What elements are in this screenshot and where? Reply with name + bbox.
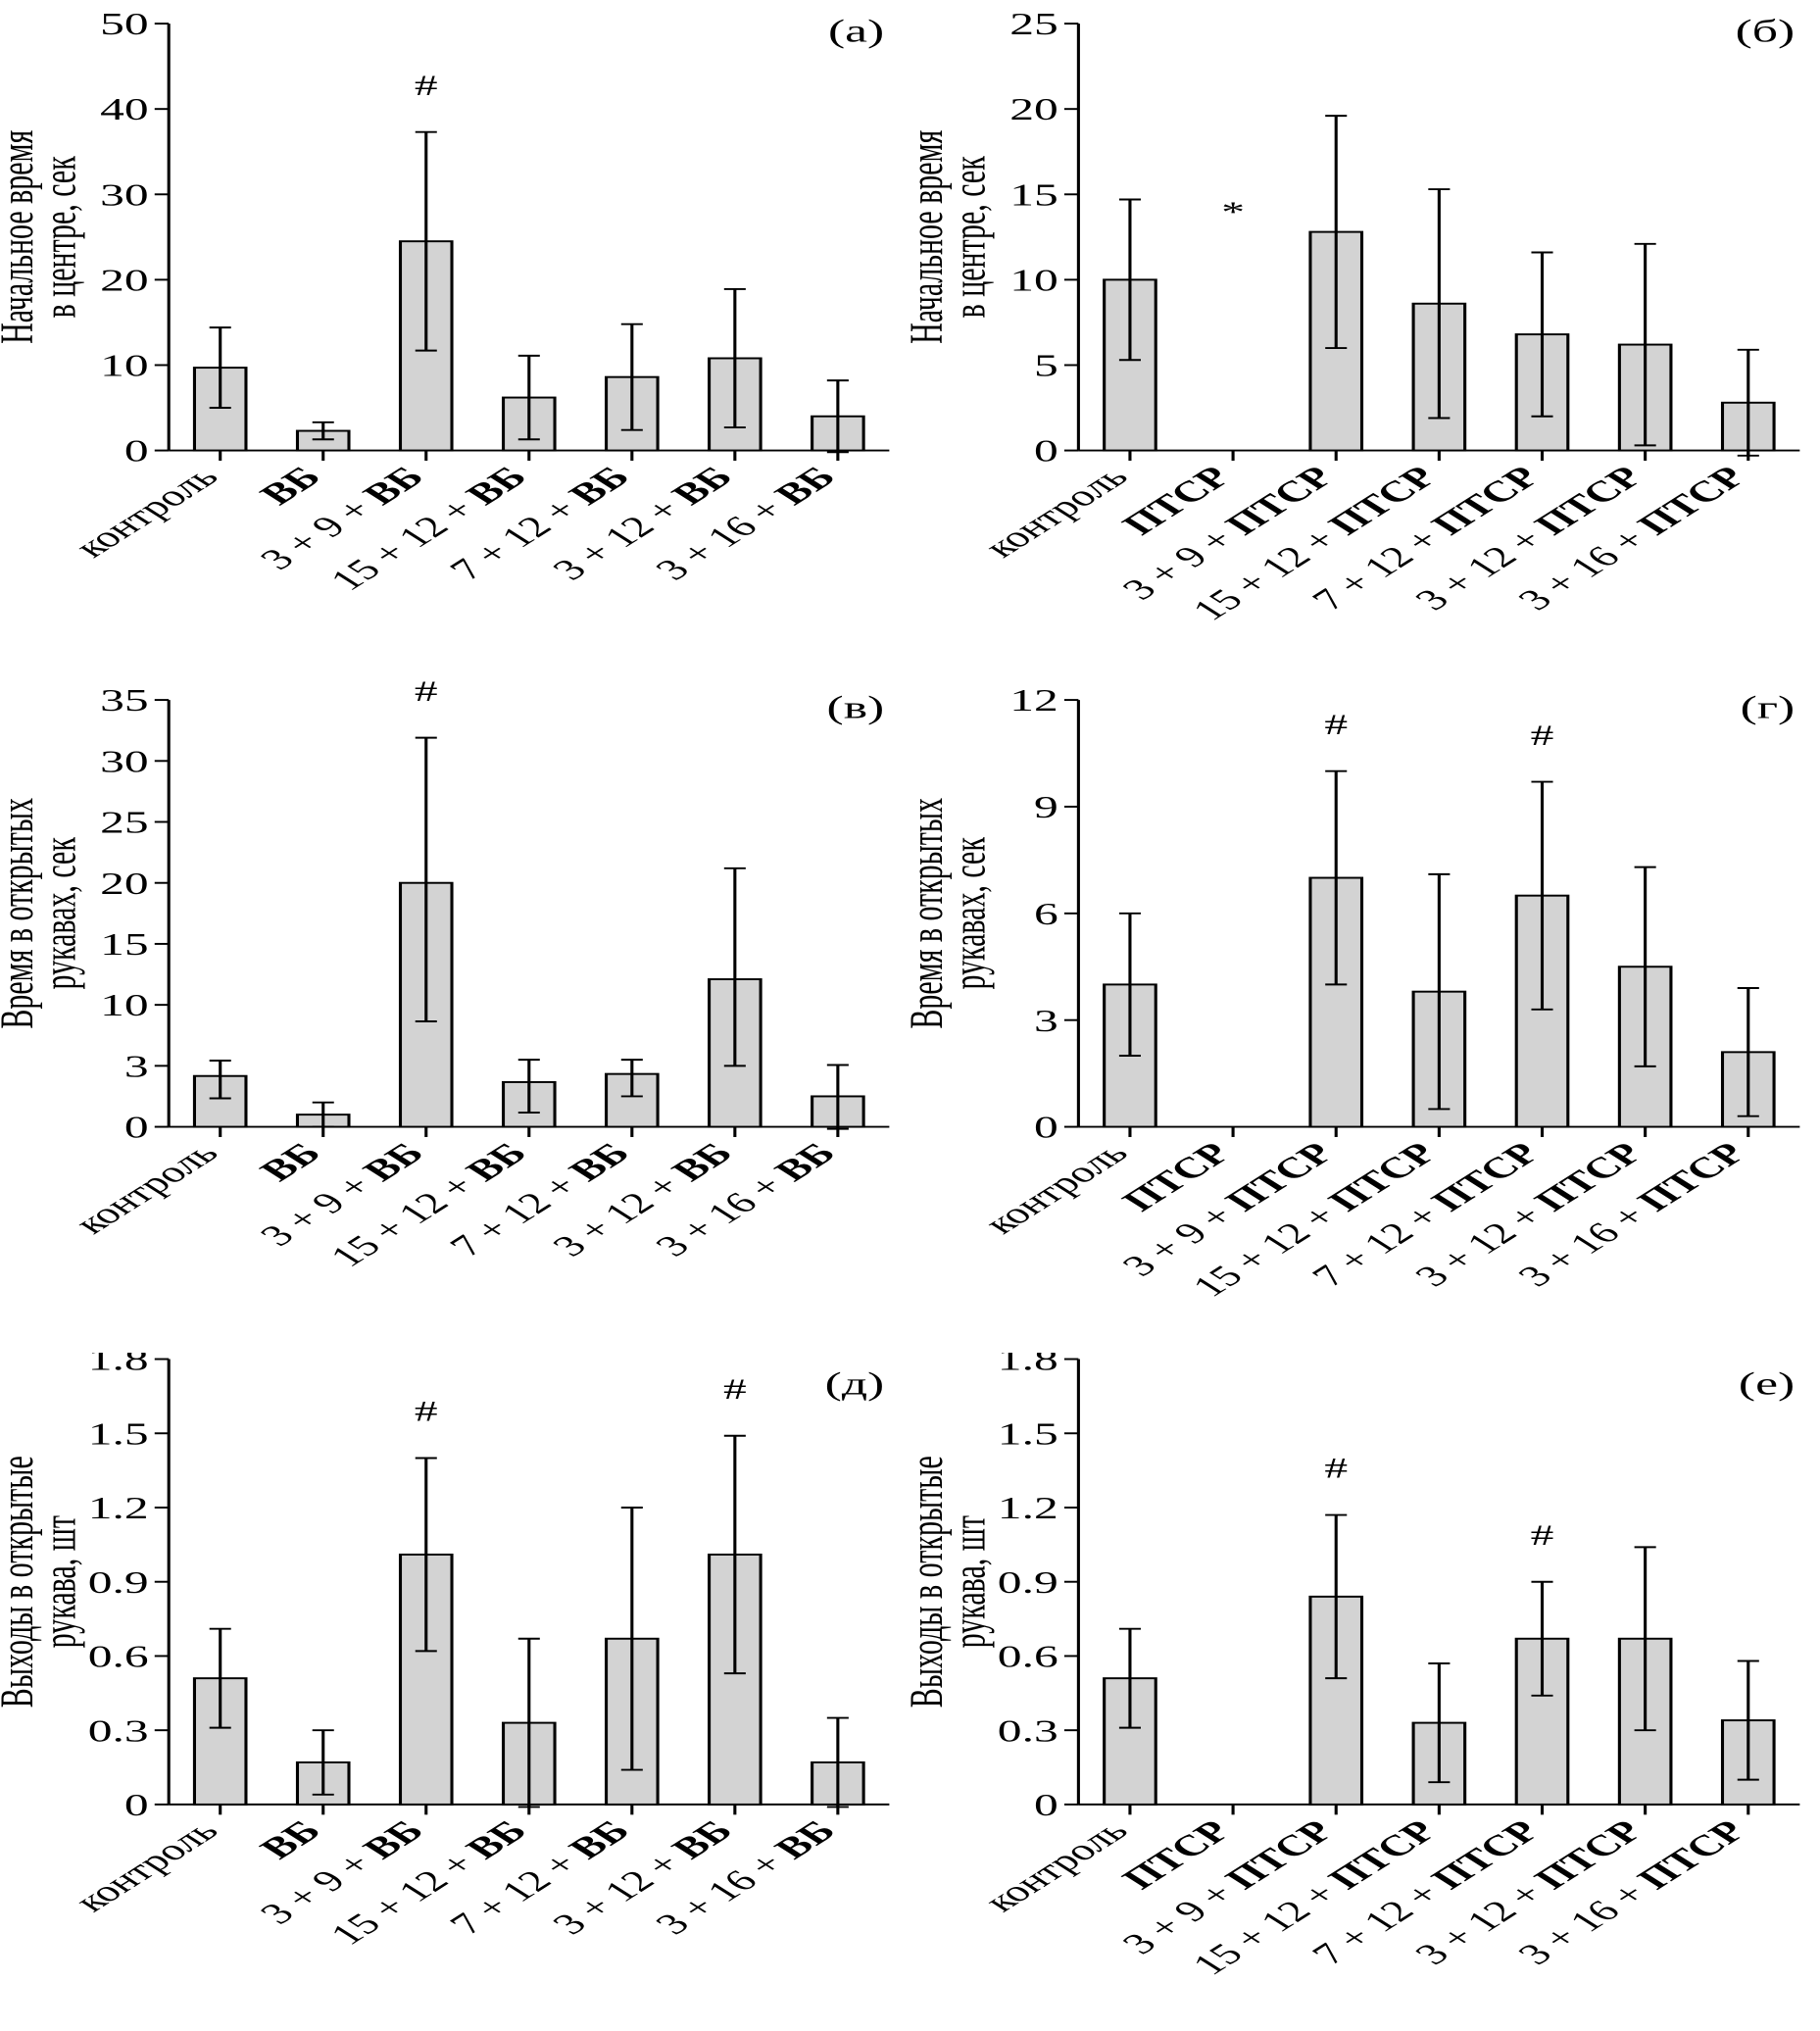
svg-text:*: * [1221, 196, 1245, 228]
svg-text:40: 40 [100, 92, 148, 126]
svg-text:рукавах, сек: рукавах, сек [944, 837, 996, 990]
svg-text:контроль: контроль [974, 1814, 1138, 1918]
svg-text:3: 3 [124, 1049, 149, 1083]
svg-text:ВБ: ВБ [251, 1137, 331, 1188]
svg-text:(а): (а) [828, 14, 884, 48]
svg-text:10: 10 [100, 349, 148, 383]
svg-text:0.9: 0.9 [998, 1565, 1058, 1600]
svg-text:15: 15 [1009, 177, 1058, 212]
svg-text:20: 20 [100, 867, 148, 901]
svg-text:20: 20 [100, 264, 148, 298]
svg-text:30: 30 [100, 744, 148, 778]
svg-text:0.6: 0.6 [88, 1640, 149, 1674]
svg-text:(е): (е) [1739, 1366, 1795, 1402]
svg-text:#: # [415, 676, 438, 708]
svg-text:(б): (б) [1736, 14, 1795, 48]
svg-text:контроль: контроль [974, 1137, 1138, 1240]
svg-text:1.5: 1.5 [88, 1416, 149, 1451]
svg-text:3: 3 [1034, 1004, 1058, 1038]
svg-text:50: 50 [100, 7, 148, 41]
svg-text:#: # [1324, 1452, 1348, 1484]
svg-text:0: 0 [1034, 434, 1058, 469]
svg-text:25: 25 [1009, 7, 1058, 41]
svg-text:30: 30 [100, 177, 148, 212]
svg-text:рукавах, сек: рукавах, сек [33, 837, 85, 990]
svg-text:0: 0 [1034, 1788, 1058, 1822]
svg-text:0.3: 0.3 [998, 1713, 1058, 1748]
svg-text:25: 25 [100, 806, 148, 840]
svg-text:в центре, сек: в центре, сек [33, 156, 85, 319]
svg-text:20: 20 [1009, 92, 1058, 126]
svg-text:6: 6 [1034, 897, 1058, 931]
svg-text:12: 12 [1009, 683, 1058, 718]
svg-text:ВБ: ВБ [251, 461, 331, 512]
svg-text:#: # [723, 1372, 747, 1405]
svg-text:в центре, сек: в центре, сек [944, 156, 996, 319]
svg-text:(д): (д) [825, 1366, 885, 1402]
svg-text:0: 0 [124, 434, 149, 469]
svg-text:рукава, шт: рукава, шт [33, 1515, 85, 1648]
svg-text:0.6: 0.6 [998, 1640, 1058, 1674]
svg-text:10: 10 [1009, 264, 1058, 298]
svg-text:#: # [1531, 1518, 1554, 1551]
svg-text:#: # [415, 70, 438, 102]
svg-text:35: 35 [100, 683, 148, 718]
svg-text:1.8: 1.8 [998, 1353, 1058, 1376]
svg-text:1.2: 1.2 [88, 1491, 149, 1525]
svg-text:0: 0 [124, 1111, 149, 1145]
svg-text:контроль: контроль [65, 1137, 228, 1240]
svg-text:(г): (г) [1741, 690, 1795, 724]
svg-text:1.2: 1.2 [998, 1491, 1058, 1525]
svg-text:0.3: 0.3 [88, 1713, 149, 1748]
svg-text:(в): (в) [827, 690, 885, 724]
svg-text:контроль: контроль [65, 461, 228, 564]
svg-text:рукава, шт: рукава, шт [944, 1515, 996, 1648]
svg-text:контроль: контроль [974, 461, 1138, 564]
svg-text:5: 5 [1034, 349, 1058, 383]
svg-text:ВБ: ВБ [251, 1814, 331, 1865]
svg-text:0: 0 [1034, 1111, 1058, 1145]
svg-text:1.5: 1.5 [998, 1416, 1058, 1451]
svg-text:0: 0 [124, 1788, 149, 1822]
svg-text:#: # [1324, 709, 1348, 741]
svg-text:1.8: 1.8 [88, 1353, 149, 1376]
svg-text:#: # [415, 1395, 438, 1427]
svg-text:15: 15 [100, 927, 148, 962]
svg-text:9: 9 [1034, 790, 1058, 824]
svg-text:0.9: 0.9 [88, 1565, 149, 1600]
svg-text:контроль: контроль [65, 1814, 228, 1918]
svg-text:#: # [1531, 718, 1554, 751]
svg-text:10: 10 [100, 988, 148, 1022]
